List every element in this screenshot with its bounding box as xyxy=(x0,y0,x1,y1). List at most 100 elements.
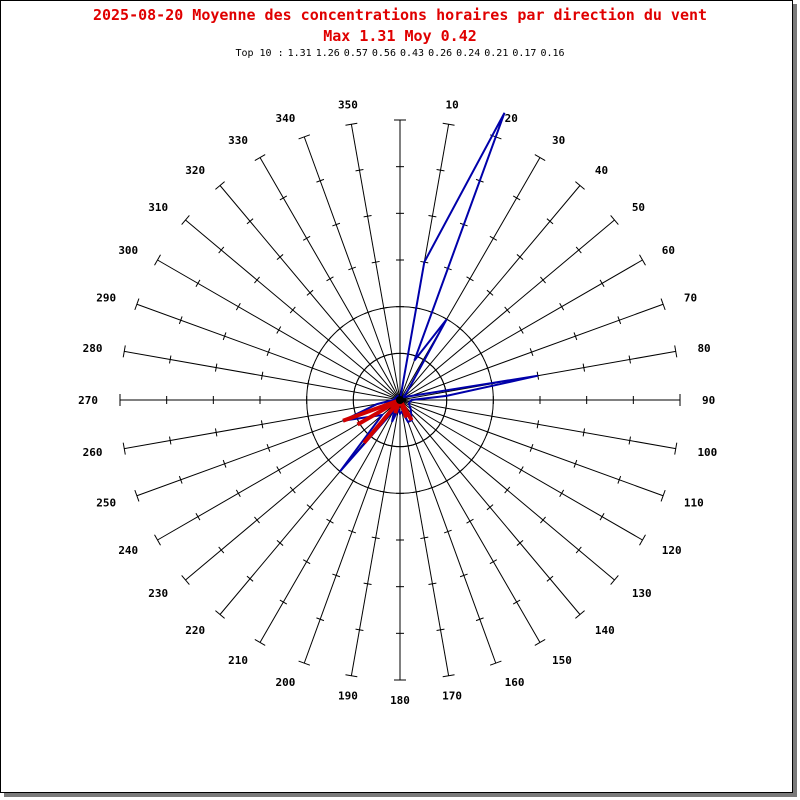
spoke-tick xyxy=(266,348,271,357)
spoke-tick xyxy=(512,195,521,201)
spoke-tick xyxy=(426,361,434,368)
top10-value: 0.57 xyxy=(343,48,368,59)
spoke-tick xyxy=(310,364,315,373)
spoke-tick xyxy=(181,215,190,225)
spoke-tick xyxy=(372,437,381,443)
angle-label-240: 240 xyxy=(118,544,138,557)
spoke-tick xyxy=(443,529,452,534)
angle-label-60: 60 xyxy=(662,244,675,257)
angle-label-190: 190 xyxy=(338,689,358,702)
spoke-tick xyxy=(419,437,428,443)
spoke-tick xyxy=(617,475,622,484)
spoke-tick xyxy=(354,380,358,388)
spoke-tick xyxy=(599,512,605,521)
angle-label-100: 100 xyxy=(697,446,717,459)
spoke-tick xyxy=(639,534,646,546)
spoke-tick xyxy=(387,352,396,356)
spoke-tick xyxy=(379,306,388,310)
spoke-tick xyxy=(345,674,358,678)
spoke-tick xyxy=(366,361,374,368)
spoke-tick xyxy=(478,442,484,451)
red-mark-240 xyxy=(356,398,402,427)
chart-title: 2025-08-20 Moyenne des concentrations ho… xyxy=(92,6,708,24)
spoke-tick xyxy=(478,349,484,358)
spoke-tick xyxy=(628,355,631,364)
spoke-tick xyxy=(412,490,421,494)
angle-label-50: 50 xyxy=(632,201,645,214)
angle-label-160: 160 xyxy=(505,676,525,689)
spoke-tick xyxy=(348,529,357,534)
spoke-tick xyxy=(610,575,619,585)
spoke-tick xyxy=(444,387,448,396)
spoke-tick xyxy=(352,404,356,413)
spoke-tick xyxy=(459,573,468,578)
spoke-tick xyxy=(181,575,190,585)
spoke-tick xyxy=(363,582,372,586)
center-point xyxy=(396,396,404,404)
spoke-tick xyxy=(279,599,288,605)
spoke-tick xyxy=(489,660,502,666)
spoke-tick xyxy=(289,486,296,494)
top10-value: 0.16 xyxy=(540,48,565,59)
angle-label-90: 90 xyxy=(702,394,715,407)
spoke-tick xyxy=(306,412,310,421)
spoke-tick xyxy=(436,169,445,172)
spoke-tick xyxy=(380,442,388,446)
top10-value: 0.56 xyxy=(371,48,396,59)
spoke-tick xyxy=(372,357,381,363)
spoke-tick xyxy=(276,326,282,334)
spoke-tick xyxy=(468,336,475,344)
spoke-tick xyxy=(442,478,451,484)
spoke-tick xyxy=(437,372,443,381)
spoke-tick xyxy=(599,279,605,288)
angle-label-150: 150 xyxy=(552,654,572,667)
spoke-tick xyxy=(134,489,140,502)
angle-label-20: 20 xyxy=(505,112,518,125)
spoke-tick xyxy=(610,215,619,225)
spoke-tick xyxy=(195,512,201,521)
angle-label-280: 280 xyxy=(83,342,103,355)
spoke-tick xyxy=(534,639,546,646)
spoke-tick xyxy=(254,639,266,646)
spoke-tick xyxy=(178,475,183,484)
spoke-tick xyxy=(456,468,464,475)
spoke-tick xyxy=(276,540,284,546)
spoke-tick xyxy=(298,660,311,666)
spoke-tick xyxy=(660,489,666,502)
spoke-tick xyxy=(364,310,373,315)
spoke-tick xyxy=(254,154,266,161)
spoke-tick xyxy=(215,610,225,619)
spoke-tick xyxy=(489,559,498,565)
spoke-tick xyxy=(575,181,585,190)
angle-label-330: 330 xyxy=(228,134,248,147)
angle-label-30: 30 xyxy=(552,134,565,147)
spoke-tick xyxy=(504,306,511,314)
spoke-tick xyxy=(222,459,227,468)
spoke-tick xyxy=(316,178,325,183)
spoke-tick xyxy=(254,276,260,284)
angle-label-310: 310 xyxy=(148,201,168,214)
spoke-tick xyxy=(436,628,445,631)
spoke-tick xyxy=(363,214,372,218)
spoke-tick xyxy=(169,436,172,445)
spoke-tick xyxy=(516,254,524,260)
spoke-tick xyxy=(486,289,494,296)
spoke-tick xyxy=(518,466,524,474)
spoke-tick xyxy=(214,363,218,372)
spoke-tick xyxy=(536,420,540,429)
spoke-tick xyxy=(512,599,521,605)
spoke-tick xyxy=(222,332,227,341)
spoke-tick xyxy=(485,364,490,373)
top10-value: 0.43 xyxy=(399,48,425,59)
spoke-tick xyxy=(420,536,429,540)
spoke-tick xyxy=(485,427,490,436)
spoke-tick xyxy=(540,516,546,524)
spoke-tick xyxy=(529,443,534,452)
spoke-tick xyxy=(218,546,225,554)
spoke-tick xyxy=(326,276,334,282)
spoke-tick xyxy=(444,404,448,413)
spoke-tick xyxy=(660,298,666,311)
spoke-tick xyxy=(276,466,282,474)
spoke-tick xyxy=(345,122,358,126)
spoke-tick xyxy=(432,366,439,374)
